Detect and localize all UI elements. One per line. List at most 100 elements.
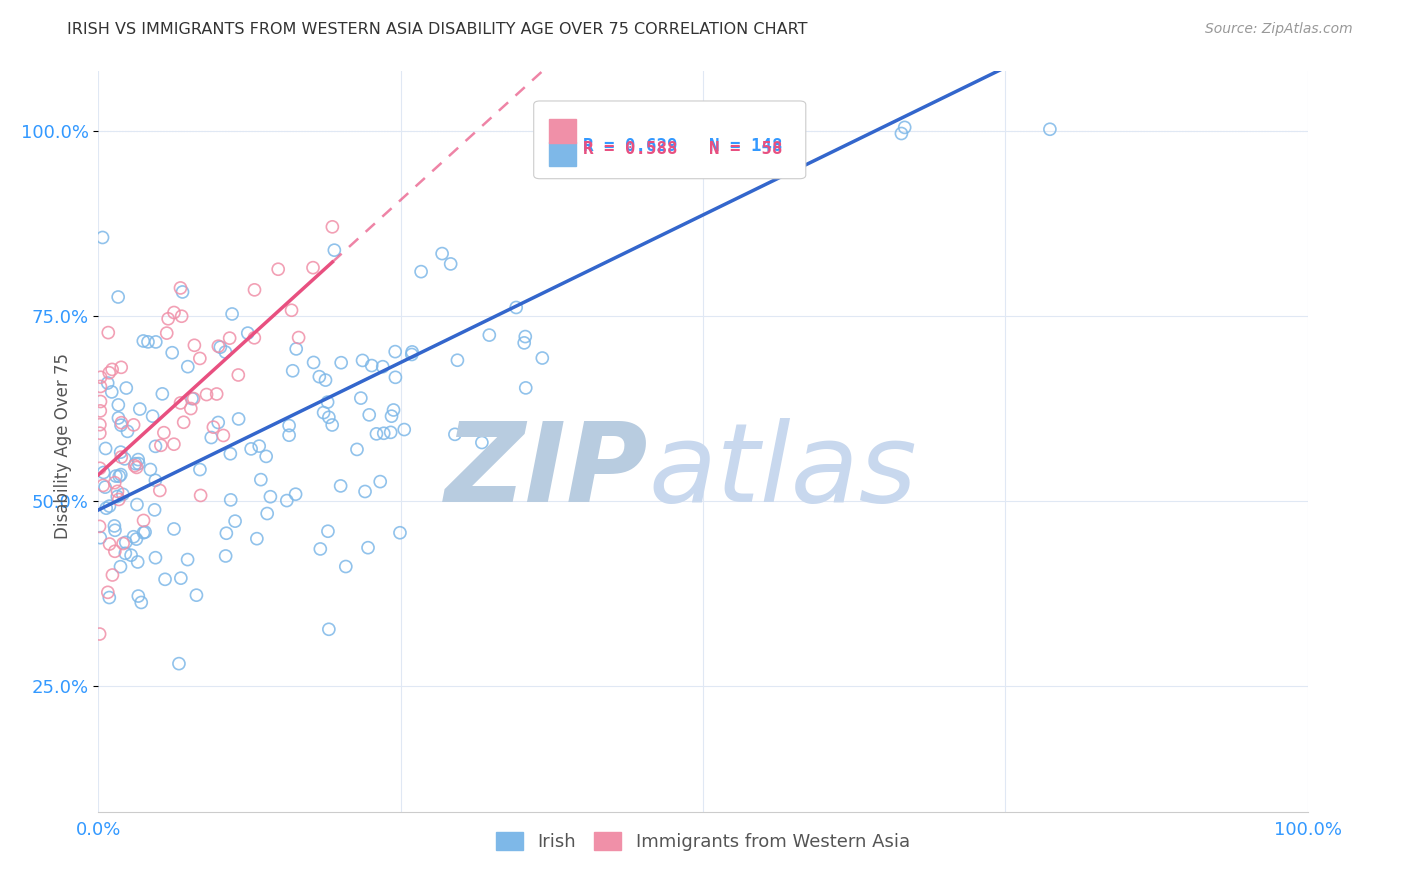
Point — [669, 125, 692, 139]
Point — [368, 475, 391, 489]
Bar — [550, 142, 576, 166]
Point — [101, 362, 124, 376]
Point — [89, 379, 111, 393]
Text: IRISH VS IMMIGRANTS FROM WESTERN ASIA DISABILITY AGE OVER 75 CORRELATION CHART: IRISH VS IMMIGRANTS FROM WESTERN ASIA DI… — [67, 22, 808, 37]
Point — [384, 370, 406, 384]
Point — [605, 126, 627, 140]
Point — [156, 326, 179, 340]
Point — [136, 334, 159, 349]
Point — [259, 490, 281, 504]
Point — [302, 260, 325, 275]
Point — [153, 425, 176, 440]
Point — [287, 330, 309, 344]
Point — [125, 498, 148, 512]
Point — [139, 462, 162, 476]
Point — [359, 408, 381, 422]
Point — [107, 411, 129, 425]
Point — [302, 355, 325, 369]
Point — [1039, 122, 1062, 136]
Point — [98, 537, 121, 551]
Point — [145, 473, 167, 487]
Point — [91, 230, 114, 244]
Point — [243, 283, 266, 297]
Point — [382, 403, 405, 417]
Point — [181, 392, 204, 406]
Point — [243, 331, 266, 345]
Point — [591, 124, 613, 138]
Point — [240, 442, 263, 456]
Point — [163, 522, 186, 536]
Point — [318, 410, 340, 425]
Point — [224, 514, 246, 528]
Point — [226, 368, 249, 382]
Point — [321, 219, 343, 234]
Point — [120, 548, 142, 562]
Point — [188, 462, 211, 476]
Point — [169, 281, 191, 295]
Point — [105, 490, 128, 504]
Point — [134, 524, 156, 539]
Point — [256, 507, 278, 521]
Text: Source: ZipAtlas.com: Source: ZipAtlas.com — [1205, 22, 1353, 37]
Point — [94, 442, 117, 456]
Point — [346, 442, 368, 457]
Point — [411, 265, 433, 279]
Point — [112, 536, 135, 550]
Point — [284, 487, 307, 501]
Point — [93, 466, 115, 480]
Point — [236, 326, 259, 340]
Point — [111, 487, 134, 501]
Point — [219, 447, 242, 461]
Point — [107, 398, 129, 412]
Point — [183, 392, 205, 406]
Point — [531, 351, 554, 365]
Point — [104, 469, 127, 483]
Point — [117, 425, 139, 439]
Point — [145, 550, 167, 565]
Point — [276, 493, 298, 508]
Point — [110, 450, 132, 464]
Point — [352, 353, 374, 368]
Point — [157, 311, 180, 326]
Point — [97, 326, 120, 340]
Point — [173, 415, 195, 429]
Point — [188, 351, 211, 366]
Point — [149, 438, 172, 452]
Point — [108, 492, 131, 507]
Point — [89, 394, 111, 409]
Point — [309, 541, 332, 556]
Point — [89, 426, 111, 441]
Point — [212, 428, 235, 442]
Point — [127, 452, 149, 467]
Point — [335, 559, 357, 574]
Point — [756, 122, 779, 136]
Point — [384, 344, 406, 359]
FancyBboxPatch shape — [534, 101, 806, 178]
Point — [215, 526, 238, 541]
Point — [209, 340, 232, 354]
Point — [114, 546, 136, 560]
Point — [176, 552, 198, 566]
Point — [90, 370, 112, 384]
Point — [329, 479, 352, 493]
Point — [316, 395, 339, 409]
Point — [186, 588, 208, 602]
Point — [101, 568, 124, 582]
Point — [247, 439, 270, 453]
Point — [98, 591, 121, 605]
Point — [104, 544, 127, 558]
Point — [132, 513, 155, 527]
Point — [124, 457, 146, 471]
Point — [89, 417, 111, 432]
Text: Disability Age Over 75: Disability Age Over 75 — [55, 353, 72, 539]
Point — [207, 416, 229, 430]
Point — [125, 460, 148, 475]
Point — [128, 402, 150, 417]
Point — [354, 484, 377, 499]
Point — [254, 450, 277, 464]
Point — [163, 305, 186, 319]
Point — [170, 310, 193, 324]
Point — [219, 492, 242, 507]
Point — [107, 484, 129, 499]
Point — [128, 457, 150, 471]
